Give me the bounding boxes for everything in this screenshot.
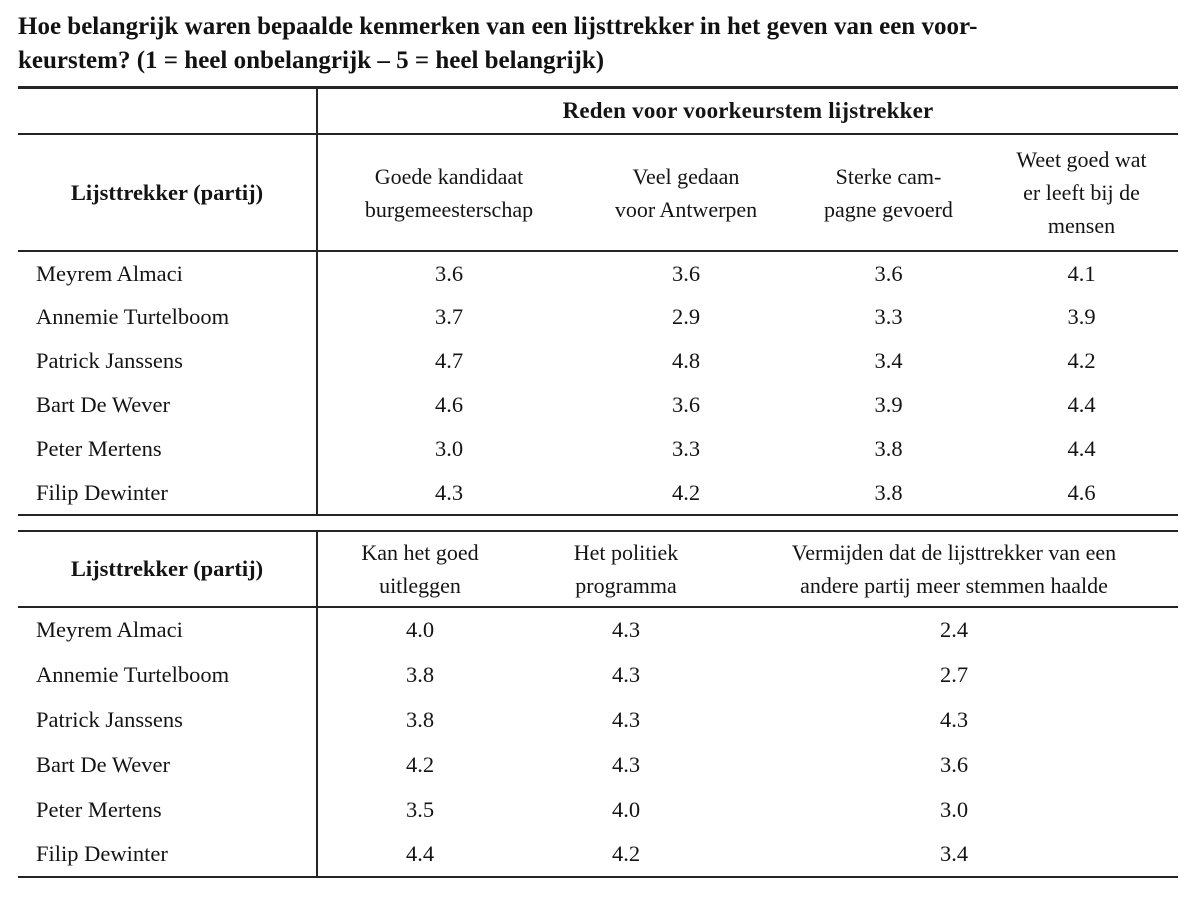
table-row: Bart De Wever 4.6 3.6 3.9 4.4 xyxy=(18,383,1178,427)
value-cell: 3.6 xyxy=(671,392,701,417)
table-row: Patrick Janssens 3.8 4.3 4.3 xyxy=(18,697,1178,742)
value-cell: 4.2 xyxy=(405,751,435,777)
table-caption: Hoe belangrijk waren bepaalde kenmerken … xyxy=(18,10,1178,77)
value-cell: 4.4 xyxy=(405,841,435,866)
value-cell: 4.6 xyxy=(1067,479,1096,505)
row-label: Filip Dewinter xyxy=(18,471,318,515)
value-cell: 3.9 xyxy=(1067,304,1096,329)
value-cell: 2.9 xyxy=(671,304,701,329)
value-cell: 4.0 xyxy=(611,796,641,822)
table-row: Peter Mertens 3.0 3.3 3.8 4.4 xyxy=(18,427,1178,471)
value-cell: 3.4 xyxy=(939,841,969,866)
column-header-veel-gedaan: Veel gedaan voor Antwerpen xyxy=(580,134,792,252)
row-label: Filip Dewinter xyxy=(18,832,318,877)
column-header-vermijden: Vermijden dat de lijsttrekker van een an… xyxy=(730,531,1178,608)
row-label: Bart De Wever xyxy=(18,742,318,787)
value-cell: 4.3 xyxy=(611,751,641,777)
row-label: Meyrem Almaci xyxy=(18,251,318,295)
value-cell: 3.8 xyxy=(874,479,903,505)
column-header-goede-kandidaat: Goede kandidaat burgemeesterschap xyxy=(317,134,580,252)
value-cell: 3.3 xyxy=(671,436,701,461)
value-cell: 4.2 xyxy=(611,841,641,866)
span-header-row: Reden voor voorkeurstem lijstrekker xyxy=(18,87,1179,135)
column-header-row: Lijsttrekker (partij) Kan het goed uitle… xyxy=(18,531,1178,608)
value-cell: 3.0 xyxy=(434,436,464,461)
row-label: Peter Mertens xyxy=(18,787,318,832)
value-cell: 3.8 xyxy=(405,661,435,687)
table-row: Peter Mertens 3.5 4.0 3.0 xyxy=(18,787,1178,832)
value-cell: 3.6 xyxy=(671,260,701,286)
row-label: Patrick Janssens xyxy=(18,697,318,742)
column-header-kan-het-goed: Kan het goed uitleggen xyxy=(317,531,522,608)
row-label: Patrick Janssens xyxy=(18,339,318,383)
value-cell: 4.3 xyxy=(611,661,641,687)
value-cell: 3.6 xyxy=(874,260,903,286)
value-cell: 4.4 xyxy=(1067,392,1096,417)
value-cell: 4.4 xyxy=(1067,436,1096,461)
empty-corner-cell xyxy=(18,87,318,135)
value-cell: 3.6 xyxy=(939,751,969,777)
caption-line-1: Hoe belangrijk waren bepaalde kenmerken … xyxy=(18,13,978,40)
table-row: Meyrem Almaci 3.6 3.6 3.6 4.1 xyxy=(18,251,1178,295)
value-cell: 4.1 xyxy=(1067,260,1096,286)
value-cell: 3.8 xyxy=(874,436,903,461)
value-cell: 4.2 xyxy=(1067,348,1096,373)
column-header-sterke-campagne: Sterke cam- pagne gevoerd xyxy=(792,134,985,252)
table-row: Annemie Turtelboom 3.7 2.9 3.3 3.9 xyxy=(18,295,1178,339)
row-header-label: Lijsttrekker (partij) xyxy=(18,531,318,608)
value-cell: 3.9 xyxy=(874,392,903,417)
row-label: Annemie Turtelboom xyxy=(18,295,318,339)
span-header: Reden voor voorkeurstem lijstrekker xyxy=(317,87,1179,135)
value-cell: 4.3 xyxy=(611,706,641,732)
value-cell: 3.6 xyxy=(434,260,464,286)
value-cell: 3.4 xyxy=(874,348,903,373)
table-row: Bart De Wever 4.2 4.3 3.6 xyxy=(18,742,1178,787)
column-header-row: Lijsttrekker (partij) Goede kandidaat bu… xyxy=(18,134,1179,252)
value-cell: 4.8 xyxy=(671,348,701,373)
table-row: Meyrem Almaci 4.0 4.3 2.4 xyxy=(18,607,1178,652)
value-cell: 3.5 xyxy=(405,796,435,822)
value-cell: 4.0 xyxy=(405,617,435,642)
column-header-politiek-programma: Het politiek programma xyxy=(522,531,730,608)
value-cell: 4.3 xyxy=(611,617,641,642)
value-cell: 4.3 xyxy=(434,479,464,505)
row-label: Bart De Wever xyxy=(18,383,318,427)
row-label: Peter Mertens xyxy=(18,427,318,471)
value-cell: 3.8 xyxy=(405,706,435,732)
table-row: Patrick Janssens 4.7 4.8 3.4 4.2 xyxy=(18,339,1178,383)
caption-line-2: keurstem? (1 = heel onbelangrijk – 5 = h… xyxy=(18,46,605,74)
table-row: Filip Dewinter 4.4 4.2 3.4 xyxy=(18,832,1178,877)
table-row: Filip Dewinter 4.3 4.2 3.8 4.6 xyxy=(18,471,1178,515)
value-cell: 3.3 xyxy=(874,304,903,329)
value-cell: 4.2 xyxy=(671,479,701,505)
value-cell: 2.4 xyxy=(939,617,969,642)
value-cell: 3.0 xyxy=(939,796,969,822)
row-label: Meyrem Almaci xyxy=(18,607,318,652)
value-cell: 4.3 xyxy=(939,706,969,732)
table-row: Annemie Turtelboom 3.8 4.3 2.7 xyxy=(18,652,1178,697)
value-cell: 4.7 xyxy=(434,348,464,373)
value-cell: 4.6 xyxy=(434,392,464,417)
ratings-table-2: Lijsttrekker (partij) Kan het goed uitle… xyxy=(18,530,1178,878)
value-cell: 3.7 xyxy=(434,304,464,329)
value-cell: 2.7 xyxy=(939,661,969,687)
row-label: Annemie Turtelboom xyxy=(18,652,318,697)
ratings-table-1: Reden voor voorkeurstem lijstrekker Lijs… xyxy=(18,86,1179,516)
row-header-label: Lijsttrekker (partij) xyxy=(18,134,318,252)
column-header-weet-goed: Weet goed wat er leeft bij de mensen xyxy=(985,134,1179,252)
